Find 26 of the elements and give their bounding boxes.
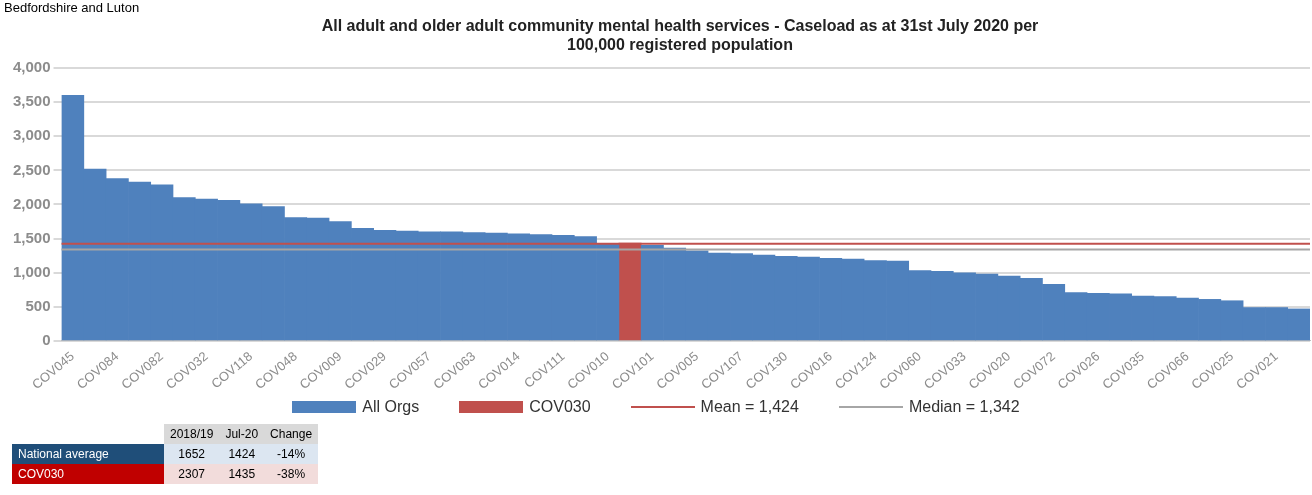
y-tick-label: 3,000 <box>12 126 51 144</box>
legend-label: Mean = 1,424 <box>700 398 799 416</box>
y-tick-label: 500 <box>25 297 51 315</box>
y-tick-label: 2,500 <box>12 160 51 178</box>
legend-label: Median = 1,342 <box>908 398 1020 416</box>
text: National average <box>12 444 164 464</box>
text: 1435 <box>219 464 265 484</box>
y-tick-label: 1,500 <box>12 228 51 246</box>
text: 2018/19 <box>164 424 220 444</box>
text: 1424 <box>219 444 265 464</box>
y-tick-label: 3,500 <box>12 92 51 110</box>
y-tick-label: 0 <box>42 331 51 349</box>
text: -14% <box>264 444 319 464</box>
text: 1652 <box>164 444 220 464</box>
y-tick-label: 1,000 <box>12 262 51 280</box>
chart-title: All adult and older adult community mental health services - Caseload as at 31st July 2020 per 100,000 registered population <box>320 16 1040 54</box>
text: Bedfordshire and Luton <box>4 0 140 15</box>
text: Change <box>264 424 319 444</box>
y-tick-label: 2,000 <box>12 194 51 212</box>
y-tick-label: 4,000 <box>12 58 51 76</box>
text: -38% <box>264 464 319 484</box>
text: Jul-20 <box>219 424 265 444</box>
text: 2307 <box>164 464 220 484</box>
text: COV030 <box>12 464 164 484</box>
legend-label: COV030 <box>529 398 591 416</box>
legend-label: All Orgs <box>362 398 420 416</box>
